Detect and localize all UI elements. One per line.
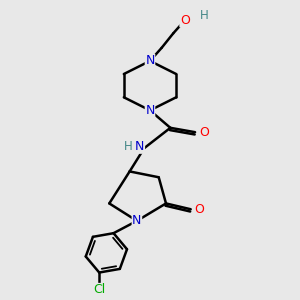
Text: N: N — [145, 104, 155, 117]
Text: N: N — [135, 140, 145, 153]
Text: H: H — [200, 9, 208, 22]
Text: H: H — [124, 140, 133, 153]
Text: O: O — [199, 126, 209, 139]
Text: O: O — [194, 203, 204, 216]
Text: N: N — [132, 214, 142, 227]
Text: N: N — [145, 54, 155, 68]
Text: Cl: Cl — [93, 284, 105, 296]
Text: O: O — [180, 14, 190, 27]
